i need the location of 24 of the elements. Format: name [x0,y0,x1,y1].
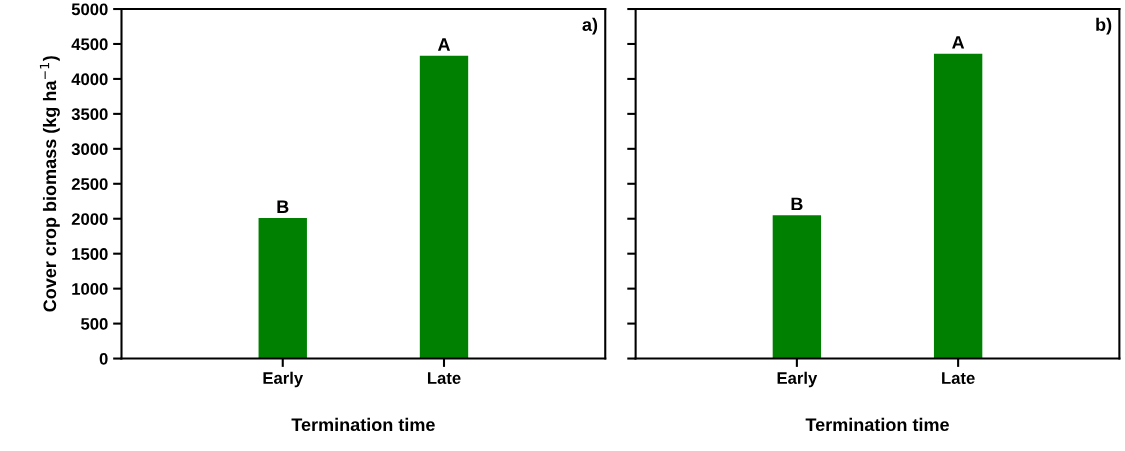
y-axis-title: Cover crop biomass (kg ha$^{−1}$) [39,56,60,312]
x-tick-label: Late [942,372,975,384]
y-tick-label: 2500 [71,178,108,190]
y-tick-label: 5000 [71,3,108,16]
x-axis-title: Termination time [805,417,949,432]
y-tick-label: 1500 [72,248,108,260]
x-tick-label: Early [263,371,304,388]
y-tick-label: 500 [81,317,108,330]
y-tick-label: 4000 [71,73,108,86]
x-axis-title: Termination time [291,417,435,432]
y-tick-label: 3000 [71,143,108,156]
y-tick-label: 2000 [71,213,108,225]
data-label: A [437,38,451,51]
data-label: A [952,36,965,49]
x-tick-label: Early [777,371,818,388]
annotation: b) [1096,17,1112,35]
data-label: B [277,200,289,213]
y-tick-label: 4500 [71,38,108,51]
y-tick-label: 1000 [72,283,108,295]
annotation: a) [582,17,598,35]
x-tick-label: Late [427,372,461,384]
y-tick-label: 0 [99,352,108,365]
data-label: B [791,197,803,211]
y-tick-label: 3500 [71,108,108,121]
